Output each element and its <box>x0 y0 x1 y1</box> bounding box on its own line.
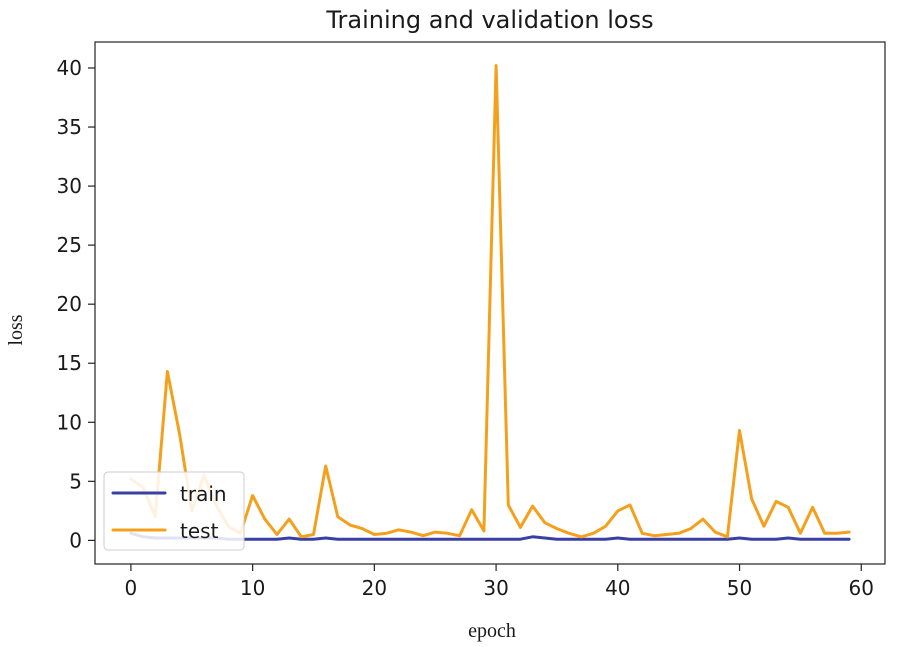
plot-area <box>129 64 851 541</box>
x-axis: 0 10 20 30 40 50 60 <box>125 564 874 600</box>
y-axis-label: loss <box>5 314 27 345</box>
x-tick-label: 30 <box>483 576 508 600</box>
x-tick-label: 40 <box>605 576 630 600</box>
y-tick-label: 0 <box>69 528 82 552</box>
x-tick-label: 0 <box>125 576 138 600</box>
y-tick-label: 40 <box>57 56 82 80</box>
x-axis-label: epoch <box>468 620 516 642</box>
y-tick-label: 5 <box>69 469 82 493</box>
y-tick-label: 35 <box>57 115 82 139</box>
axes-frame <box>94 41 886 565</box>
y-tick-label: 10 <box>57 410 82 434</box>
x-tick-label: 60 <box>849 576 874 600</box>
x-tick-label: 50 <box>727 576 752 600</box>
y-axis: 0 5 10 15 20 25 30 35 40 <box>57 56 95 552</box>
x-tick-label: 20 <box>362 576 387 600</box>
legend-train-label: train <box>180 482 227 506</box>
legend-test-label: test <box>180 519 219 543</box>
chart-title: Training and validation loss <box>325 6 653 34</box>
y-tick-label: 25 <box>57 233 82 257</box>
y-tick-label: 20 <box>57 292 82 316</box>
x-tick-label: 10 <box>240 576 265 600</box>
series-line-test <box>129 64 851 539</box>
y-tick-label: 15 <box>57 351 82 375</box>
legend: train test <box>103 471 245 551</box>
series-line-train <box>129 531 851 541</box>
y-tick-label: 30 <box>57 174 82 198</box>
